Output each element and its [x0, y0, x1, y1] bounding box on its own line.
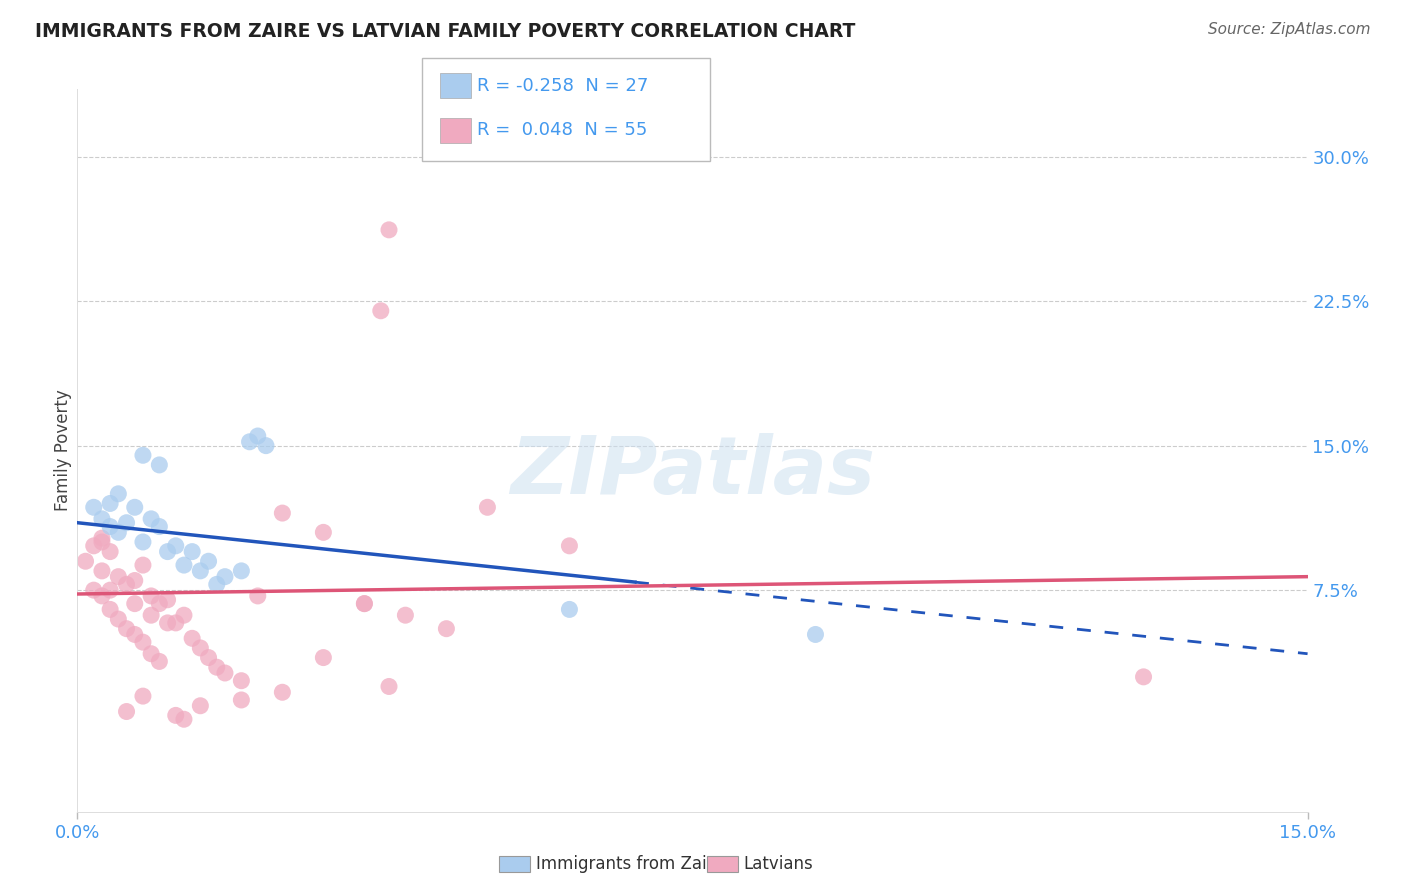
Point	[107, 569, 129, 583]
Point	[271, 506, 294, 520]
Point	[98, 519, 121, 533]
Point	[378, 680, 401, 694]
Point	[165, 615, 187, 630]
Point	[141, 512, 163, 526]
Point	[558, 539, 581, 553]
Point	[83, 539, 105, 553]
Point	[115, 705, 138, 719]
Text: R = -0.258  N = 27: R = -0.258 N = 27	[477, 77, 648, 95]
Point	[115, 622, 138, 636]
Point	[141, 589, 163, 603]
Point	[558, 602, 581, 616]
Point	[132, 635, 155, 649]
Point	[98, 583, 121, 598]
Point	[148, 458, 170, 472]
Point	[141, 647, 163, 661]
Point	[188, 698, 212, 713]
Point	[370, 303, 392, 318]
Point	[436, 622, 458, 636]
Point	[132, 558, 155, 573]
Point	[156, 544, 179, 558]
Point	[141, 608, 163, 623]
Point	[83, 500, 105, 515]
Point	[124, 500, 146, 515]
Point	[271, 685, 294, 699]
Point	[1132, 670, 1154, 684]
Point	[107, 487, 129, 501]
Text: IMMIGRANTS FROM ZAIRE VS LATVIAN FAMILY POVERTY CORRELATION CHART: IMMIGRANTS FROM ZAIRE VS LATVIAN FAMILY …	[35, 22, 855, 41]
Point	[148, 655, 170, 669]
Text: Immigrants from Zaire: Immigrants from Zaire	[536, 855, 723, 873]
Point	[156, 615, 179, 630]
Point	[246, 429, 269, 443]
Point	[214, 569, 236, 583]
Point	[90, 531, 114, 545]
Point	[312, 525, 335, 540]
Point	[90, 589, 114, 603]
Text: Source: ZipAtlas.com: Source: ZipAtlas.com	[1208, 22, 1371, 37]
Point	[90, 564, 114, 578]
Point	[181, 632, 204, 646]
Point	[156, 592, 179, 607]
Point	[148, 519, 170, 533]
Point	[239, 434, 262, 449]
Point	[231, 693, 253, 707]
Point	[90, 512, 114, 526]
Point	[312, 650, 335, 665]
Point	[132, 689, 155, 703]
Point	[214, 665, 236, 680]
Point	[173, 712, 195, 726]
Point	[188, 640, 212, 655]
Point	[804, 627, 827, 641]
Point	[165, 708, 187, 723]
Point	[124, 597, 146, 611]
Point	[98, 602, 121, 616]
Point	[98, 496, 121, 510]
Y-axis label: Family Poverty: Family Poverty	[53, 390, 72, 511]
Point	[231, 564, 253, 578]
Point	[107, 612, 129, 626]
Point	[98, 544, 121, 558]
Text: ZIPatlas: ZIPatlas	[510, 434, 875, 511]
Point	[148, 597, 170, 611]
Point	[124, 627, 146, 641]
Point	[378, 223, 401, 237]
Point	[107, 525, 129, 540]
Point	[197, 650, 219, 665]
Point	[231, 673, 253, 688]
Point	[197, 554, 219, 568]
Point	[188, 564, 212, 578]
Point	[90, 535, 114, 549]
Point	[254, 439, 277, 453]
Point	[205, 660, 228, 674]
Point	[353, 597, 375, 611]
Point	[83, 583, 105, 598]
Point	[132, 535, 155, 549]
Point	[115, 516, 138, 530]
Text: R =  0.048  N = 55: R = 0.048 N = 55	[477, 121, 647, 139]
Point	[477, 500, 499, 515]
Point	[173, 558, 195, 573]
Text: Latvians: Latvians	[744, 855, 814, 873]
Point	[165, 539, 187, 553]
Point	[173, 608, 195, 623]
Point	[205, 577, 228, 591]
Point	[353, 597, 375, 611]
Point	[394, 608, 416, 623]
Point	[115, 577, 138, 591]
Point	[132, 448, 155, 462]
Point	[124, 574, 146, 588]
Point	[181, 544, 204, 558]
Point	[75, 554, 97, 568]
Point	[246, 589, 269, 603]
